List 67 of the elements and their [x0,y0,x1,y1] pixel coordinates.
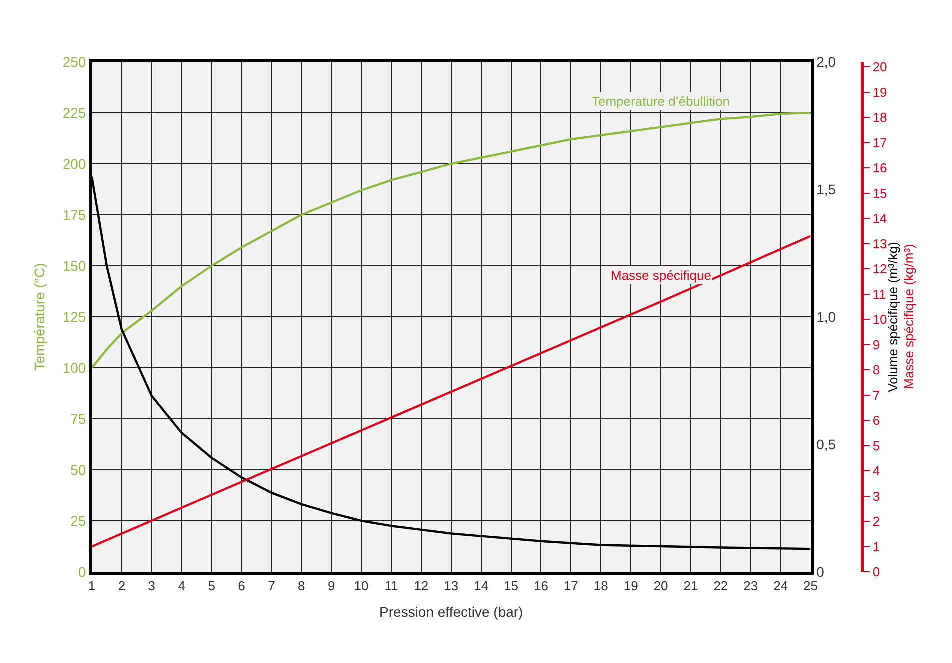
y-tick-label: 25 [70,512,86,529]
y3-tick-label: 3 [872,488,880,504]
y2-tick-label: 0,5 [816,436,836,452]
x-tick-label: 14 [474,578,489,594]
y3-tick-label: 6 [872,413,880,428]
y2-tick-label: 2,0 [816,54,836,70]
y3-tick-label: 4 [872,464,880,479]
y-tick-label: 0 [78,564,86,580]
x-tick-label: 24 [774,578,788,594]
y2-tick-label: 1,0 [816,308,836,325]
x-tick-label: 8 [298,578,306,594]
x-tick-label: 11 [384,578,398,594]
y3-tick-label: 9 [872,337,880,352]
y3-tick-label: 18 [872,110,888,126]
x-tick-label: 23 [744,578,758,594]
x-tick-label: 7 [268,578,276,594]
y3-tick-label: 5 [872,438,880,454]
x-tick-label: 21 [684,578,698,594]
x-tick-label: 18 [594,578,608,594]
x-tick-label: 6 [238,578,246,594]
x-tick-label: 1 [88,578,96,594]
y-tick-label: 225 [62,104,86,121]
x-tick-label: 2 [118,578,126,594]
y3-tick-label: 13 [872,236,888,252]
y2-tick-label: 1,5 [816,181,836,198]
x-tick-label: 9 [328,578,336,594]
x-tick-label: 12 [414,578,429,594]
y3-tick-label: 8 [872,362,880,378]
y-tick-label: 50 [70,462,86,478]
y-tick-label: 75 [70,410,86,427]
x-tick-label: 10 [354,578,369,594]
y-tick-label: 175 [62,206,86,223]
y3-tick-label: 1 [872,539,880,554]
x-tick-label: 3 [148,578,156,594]
y3-tick-label: 19 [872,84,888,100]
x-tick-label: 5 [208,578,216,594]
y-tick-label: 125 [62,308,86,325]
x-tick-label: 15 [504,578,519,594]
y3-tick-label: 0 [872,564,880,580]
y3-tick-label: 10 [872,312,888,328]
y2-tick-label: 0 [816,564,825,580]
series-label: Temperature d’ébullition [592,94,730,109]
y3-tick-label: 16 [872,160,888,176]
y3-tick-label: 7 [872,388,880,403]
y3-tick-label: 17 [872,135,888,150]
y-tick-label: 200 [62,156,86,172]
x-tick-label: 17 [564,578,578,594]
y3-tick-label: 15 [872,186,888,201]
y-axis-title: Température (°C) [31,263,48,371]
y-tick-label: 150 [62,258,86,274]
x-axis-title: Pression effective (bar) [380,604,524,620]
y3-tick-label: 11 [872,286,886,302]
y-tick-label: 250 [62,54,86,70]
x-tick-label: 4 [178,578,186,594]
x-tick-label: 13 [444,578,459,594]
series-label: Masse spécifique [611,268,712,283]
y3-tick-label: 14 [872,211,888,226]
y3-tick-label: 2 [872,514,880,530]
y3-tick-label: 20 [872,60,888,75]
y3-tick-label: 12 [872,262,888,277]
x-tick-label: 22 [714,578,728,594]
x-tick-label: 19 [624,578,638,594]
y-tick-label: 100 [62,360,86,376]
x-tick-label: 25 [804,578,818,594]
x-tick-label: 20 [654,578,668,594]
x-tick-label: 16 [534,578,548,594]
y3-axis-title: Masse spécifique (kg/m³) [901,244,916,390]
